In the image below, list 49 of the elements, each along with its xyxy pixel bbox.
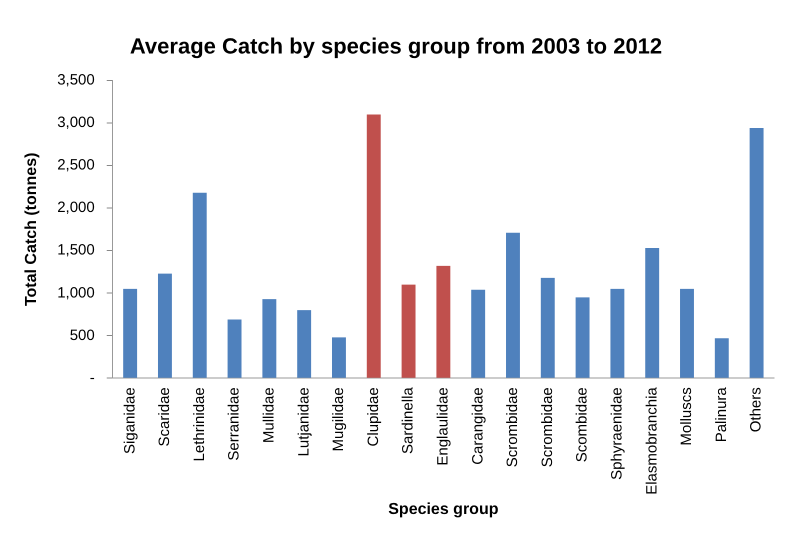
y-tick-label: 1,500 [57,242,95,259]
y-tick-label: 3,500 [57,72,95,89]
bar [576,297,590,378]
x-tick-label: Siganidae [121,387,138,454]
bar [471,290,486,378]
bar [610,288,624,378]
y-tick-label: - [90,369,95,386]
x-tick-label: Elasmobranchia [643,386,660,495]
bar [645,248,660,378]
x-tick-label: Clupidae [364,387,382,446]
bar [750,128,764,378]
x-tick-label: Scombidae [574,387,591,462]
bar [680,288,694,378]
bar [262,299,276,378]
x-tick-label: Scrombidae [504,387,522,468]
bar [192,192,207,378]
bar [436,266,450,378]
bar [402,284,416,378]
x-axis-title: Species group [388,500,499,518]
bar [123,288,138,378]
y-axis-title: Total Catch (tonnes) [23,152,40,306]
bar [714,338,729,378]
y-tick-label: 3,000 [57,114,95,132]
x-tick-label: Lutjanidae [295,387,312,456]
x-tick-label: Lethrinidae [190,387,208,462]
x-tick-label: Molluscs [678,387,696,446]
bar [297,310,312,378]
bar [366,114,381,378]
x-tick-label: Scrombidae [538,387,556,468]
x-tick-label: Sardinella [400,386,417,454]
y-tick-label: 2,500 [57,156,95,174]
chart-title: Average Catch by species group from 2003 to 2012 [130,33,662,58]
bar [540,278,555,378]
x-tick-label: Englaulidae [434,387,452,466]
bar [332,337,346,378]
x-tick-label: Scaridae [156,387,174,446]
bar [228,320,242,378]
bar [158,274,172,378]
y-tick-label: 1,000 [57,284,95,302]
y-tick-label: 2,000 [57,199,95,216]
x-tick-label: Serranidae [226,387,243,461]
x-tick-label: Mullidae [260,387,278,444]
x-tick-label: Carangidae [469,387,486,465]
x-tick-label: Palinura [712,386,730,442]
y-tick-label: 500 [70,326,95,344]
bar [506,232,520,378]
x-tick-label: Sphyraenidae [608,387,626,480]
x-tick-label: Mugilidae [330,387,348,452]
x-tick-label: Others [748,387,765,432]
